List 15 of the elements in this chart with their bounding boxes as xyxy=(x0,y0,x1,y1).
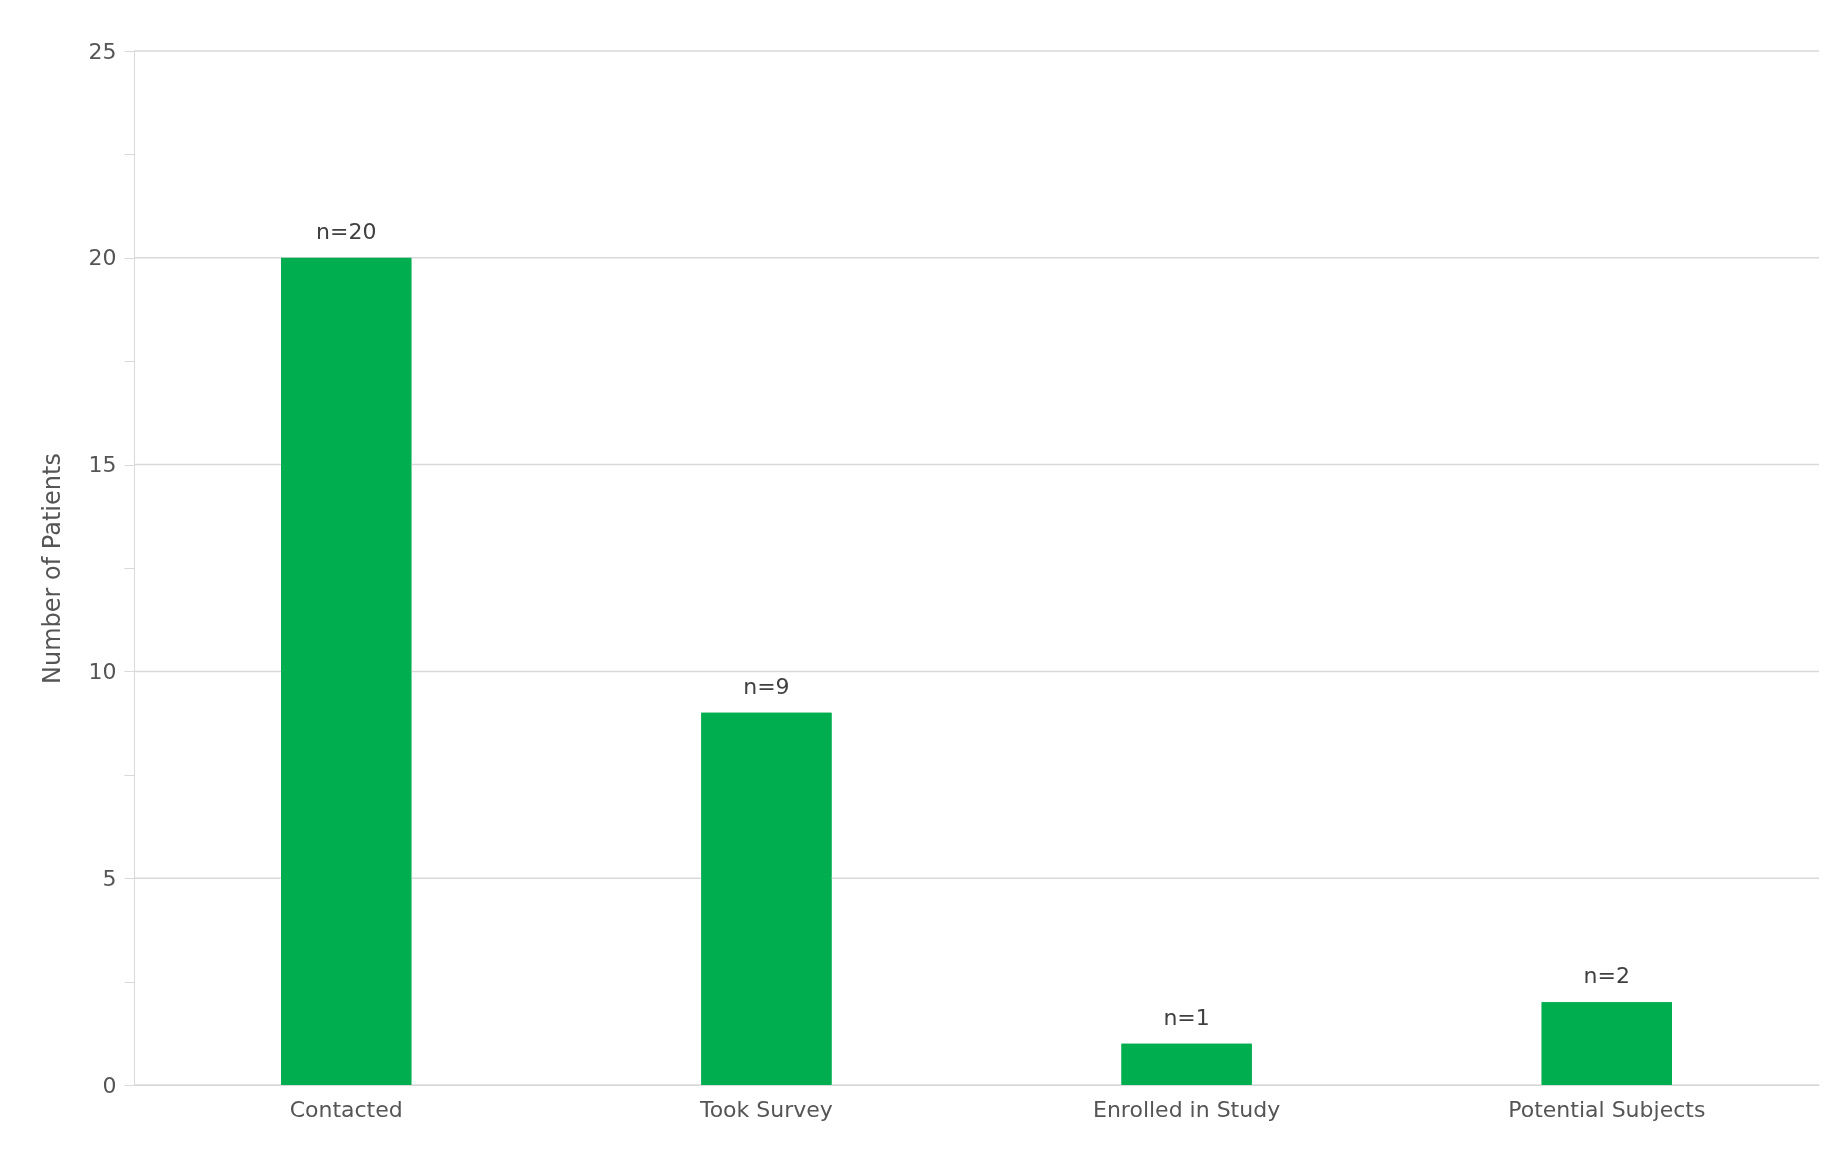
y-tick-label: 10 xyxy=(88,658,117,684)
y-tick-label: 5 xyxy=(102,865,117,891)
y-tick-label: 25 xyxy=(88,38,117,64)
x-tick-label: Potential Subjects xyxy=(1508,1096,1706,1122)
y-tick-label: 20 xyxy=(88,245,117,271)
data-label: n=2 xyxy=(1583,963,1630,989)
data-label: n=20 xyxy=(316,218,377,244)
x-tick-label: Enrolled in Study xyxy=(1093,1096,1281,1122)
data-label: n=1 xyxy=(1163,1004,1210,1030)
x-tick-label: Contacted xyxy=(289,1096,403,1122)
y-axis-title: Number of Patients xyxy=(37,453,66,684)
y-tick-label: 0 xyxy=(102,1072,117,1098)
data-label: n=9 xyxy=(743,673,790,699)
y-tick-label: 15 xyxy=(88,452,117,478)
x-tick-label: Took Survey xyxy=(698,1096,833,1122)
